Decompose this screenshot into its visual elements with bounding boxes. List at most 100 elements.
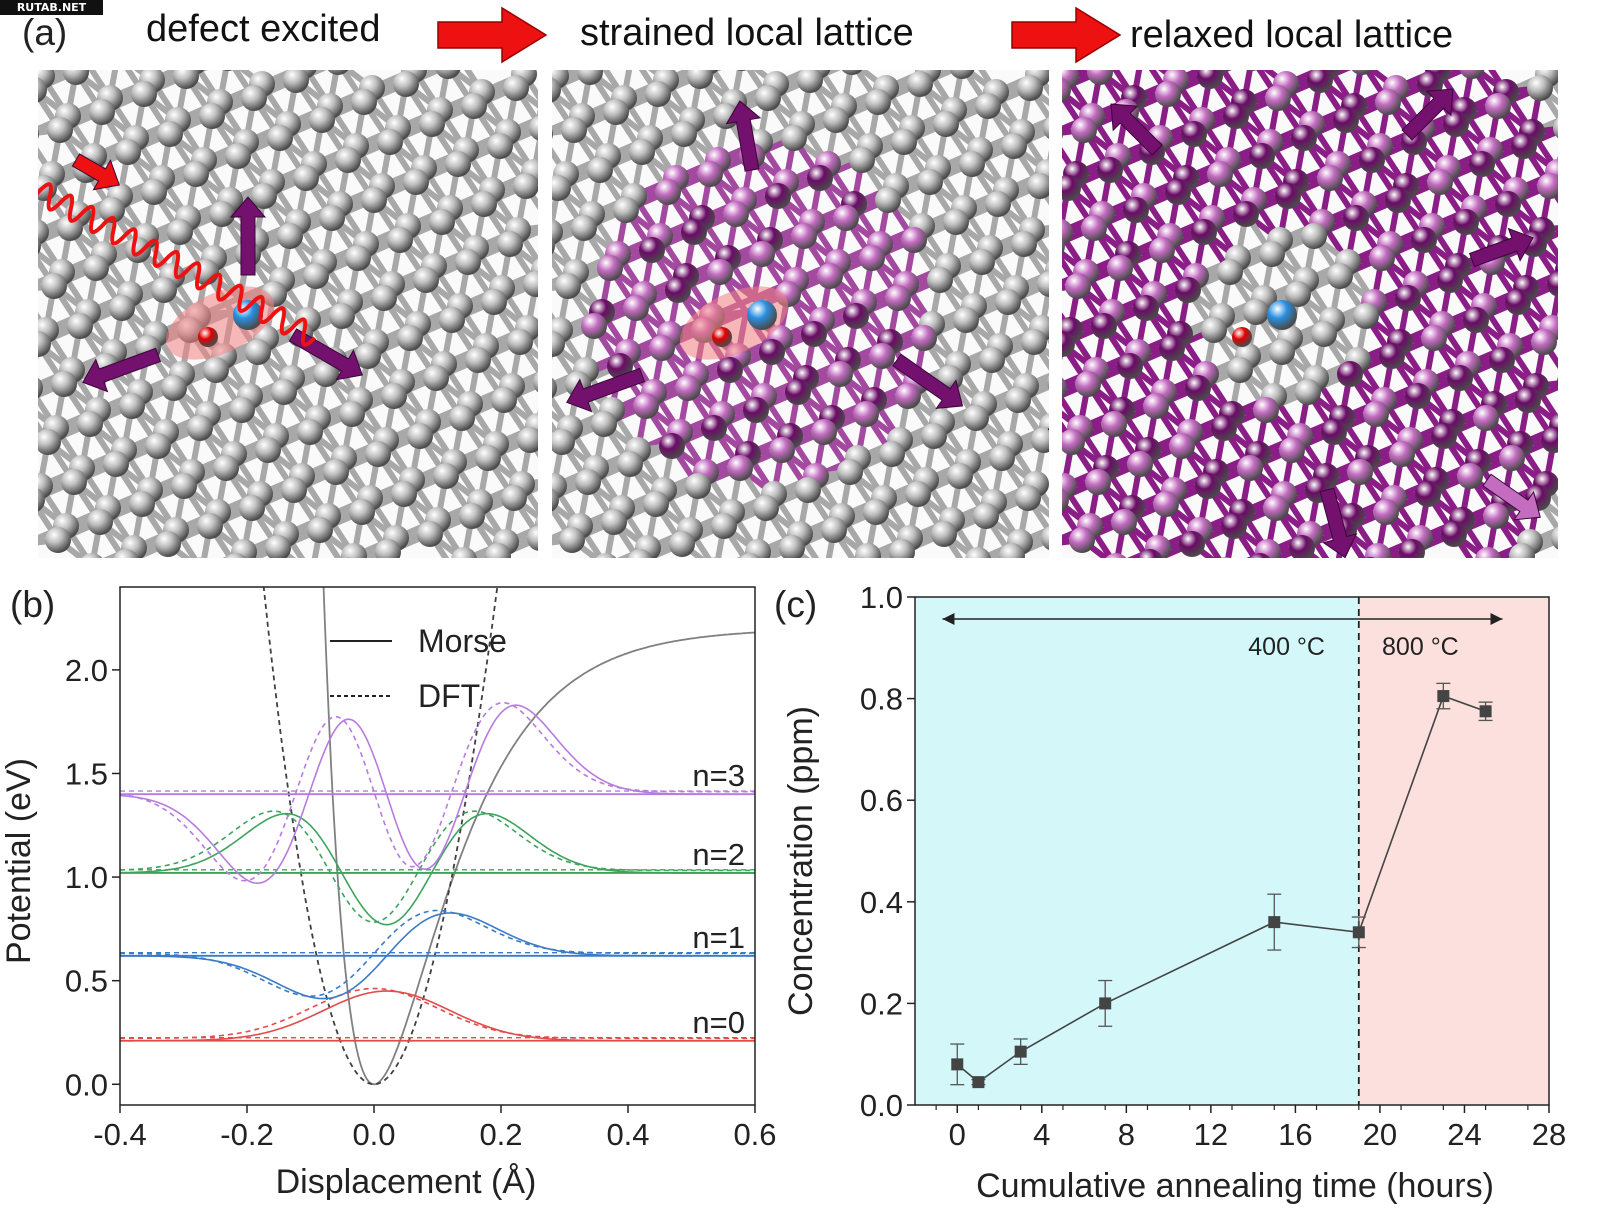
chart-b-xtick-label: -0.4 [93,1117,146,1152]
lattice-panel-strained [552,70,1049,558]
data-point [1436,682,1451,710]
site-watermark: RUTAB.NET [0,0,103,15]
level-label-n3: n=3 [692,758,745,793]
data-marker [951,1058,964,1071]
data-marker [1437,690,1450,703]
lattice-panel-relaxed [1062,70,1558,558]
red-transition-arrow-2 [1011,6,1122,64]
data-line [956,695,1486,1084]
chart-c-xtick-label: 12 [1194,1117,1228,1152]
chart-c-ytick-label: 0.0 [860,1088,903,1123]
concentration-chart: Concentration (ppm) Cumulative annealing… [782,580,1566,1205]
morse-curve [322,587,755,1086]
arrow-left [82,347,162,393]
panel-c-label: (c) [774,584,818,625]
chart-b-ytick-label: 0.0 [65,1067,108,1102]
chart-b-xtick-label: 0.4 [606,1117,649,1152]
nitrogen-atom [1267,300,1297,330]
chart-c-xlabel: Cumulative annealing time (hours) [976,1167,1494,1205]
chart-b-xtick-label: -0.2 [220,1117,273,1152]
legend-dft-label: DFT [418,678,480,714]
hydrogen-atom [1232,327,1252,347]
chart-b-ytick-label: 2.0 [65,653,108,688]
arrow-lower-right [1482,473,1541,521]
level-label-n1: n=1 [692,920,745,955]
wavefunction-n2-solid [120,812,755,926]
data-point [1351,916,1366,949]
displacement-arrows [566,100,1049,438]
wavefunction-n0-solid [120,990,755,1042]
chart-b-ytick-label: 1.5 [65,756,108,791]
chart-c-xtick-label: 24 [1447,1117,1481,1152]
data-marker [1268,916,1281,929]
lattice-atoms [1062,70,1558,558]
chart-c-ytick-label: 0.6 [860,783,903,818]
photon-wave [38,171,317,347]
data-point [950,1043,965,1086]
chart-c-ytick-label: 0.8 [860,682,903,717]
chart-b-xtick-label: 0.0 [352,1117,395,1152]
chart-b-legend: Morse DFT [330,623,507,714]
wavefunction-n1-dashed [120,909,755,998]
chart-b-ytick-label: 0.5 [65,964,108,999]
wavefunction-n3-dashed [120,701,755,882]
data-marker [1099,997,1112,1010]
chart-c-ylabel: Concentration (ppm) [782,706,820,1016]
displacement-arrows [1110,88,1541,558]
chart-b-xtick-label: 0.2 [479,1117,522,1152]
region-arrows [942,613,1503,625]
panel-a-label: (a) [22,12,68,53]
chart-c-ytick-label: 0.2 [860,986,903,1021]
arrow-down [1319,487,1358,558]
region-800C [1358,597,1549,1105]
panel-a-title-2: strained local lattice [580,12,914,54]
chart-c-xtick-label: 20 [1363,1117,1397,1152]
panel-b-label: (b) [10,584,56,625]
data-point [1478,701,1493,722]
potential-chart: Potential (eV) Displacement (Å) n=0 n=1 n=… [0,586,777,1201]
chart-b-xlabel: Displacement (Å) [276,1163,537,1201]
data-point [1013,1038,1028,1066]
legend-morse-label: Morse [418,623,507,659]
hydrogen-atom [712,327,732,347]
arrow-upper-left [1110,103,1163,156]
arrow-lower-right [892,353,964,409]
chart-c-xtick-label: 0 [949,1117,966,1152]
panel-a-title-3: relaxed local lattice [1130,14,1454,56]
lattice-atoms [552,70,1049,558]
chart-c-xtick-label: 8 [1118,1117,1135,1152]
data-marker [1352,926,1365,939]
level-label-n0: n=0 [692,1005,745,1040]
arrow-right [1468,227,1534,268]
arrow-up [229,196,267,276]
chart-b-ylabel: Potential (eV) [0,758,38,964]
panel-a-title-1: defect excited [146,8,381,50]
arrow-up [725,100,762,172]
chart-c-xtick-label: 16 [1278,1117,1312,1152]
data-marker [1014,1045,1027,1058]
region-arrowhead-left [942,613,955,625]
red-transition-arrow-1 [437,6,548,64]
wavefunction-n2-dashed [120,810,755,924]
chart-c-ytick-label: 0.4 [860,885,903,920]
chart-b-frame [119,586,756,1106]
data-marker [972,1076,985,1089]
level-label-n2: n=2 [692,837,745,872]
hydrogen-atom [198,327,218,347]
data-point [1098,979,1113,1027]
displacement-arrows [71,153,363,393]
wavefunction-n1-solid [120,912,755,1000]
chart-b-xtick-label: 0.6 [733,1117,776,1152]
data-point [971,1076,986,1089]
arrow-upper-right [1401,88,1454,141]
dft-curve [262,587,499,1086]
wavefunction-n3-solid [120,704,755,884]
photon-direction-arrow [71,153,120,191]
chart-b-plot-area [120,587,755,1086]
chart-b-ytick-label: 1.0 [65,860,108,895]
chart-c-xtick-label: 4 [1033,1117,1050,1152]
arrow-lower-left [566,367,646,413]
region-arrowhead-right [1490,613,1503,625]
data-point [1267,893,1282,951]
lattice-panel-defect-excited [38,70,538,558]
